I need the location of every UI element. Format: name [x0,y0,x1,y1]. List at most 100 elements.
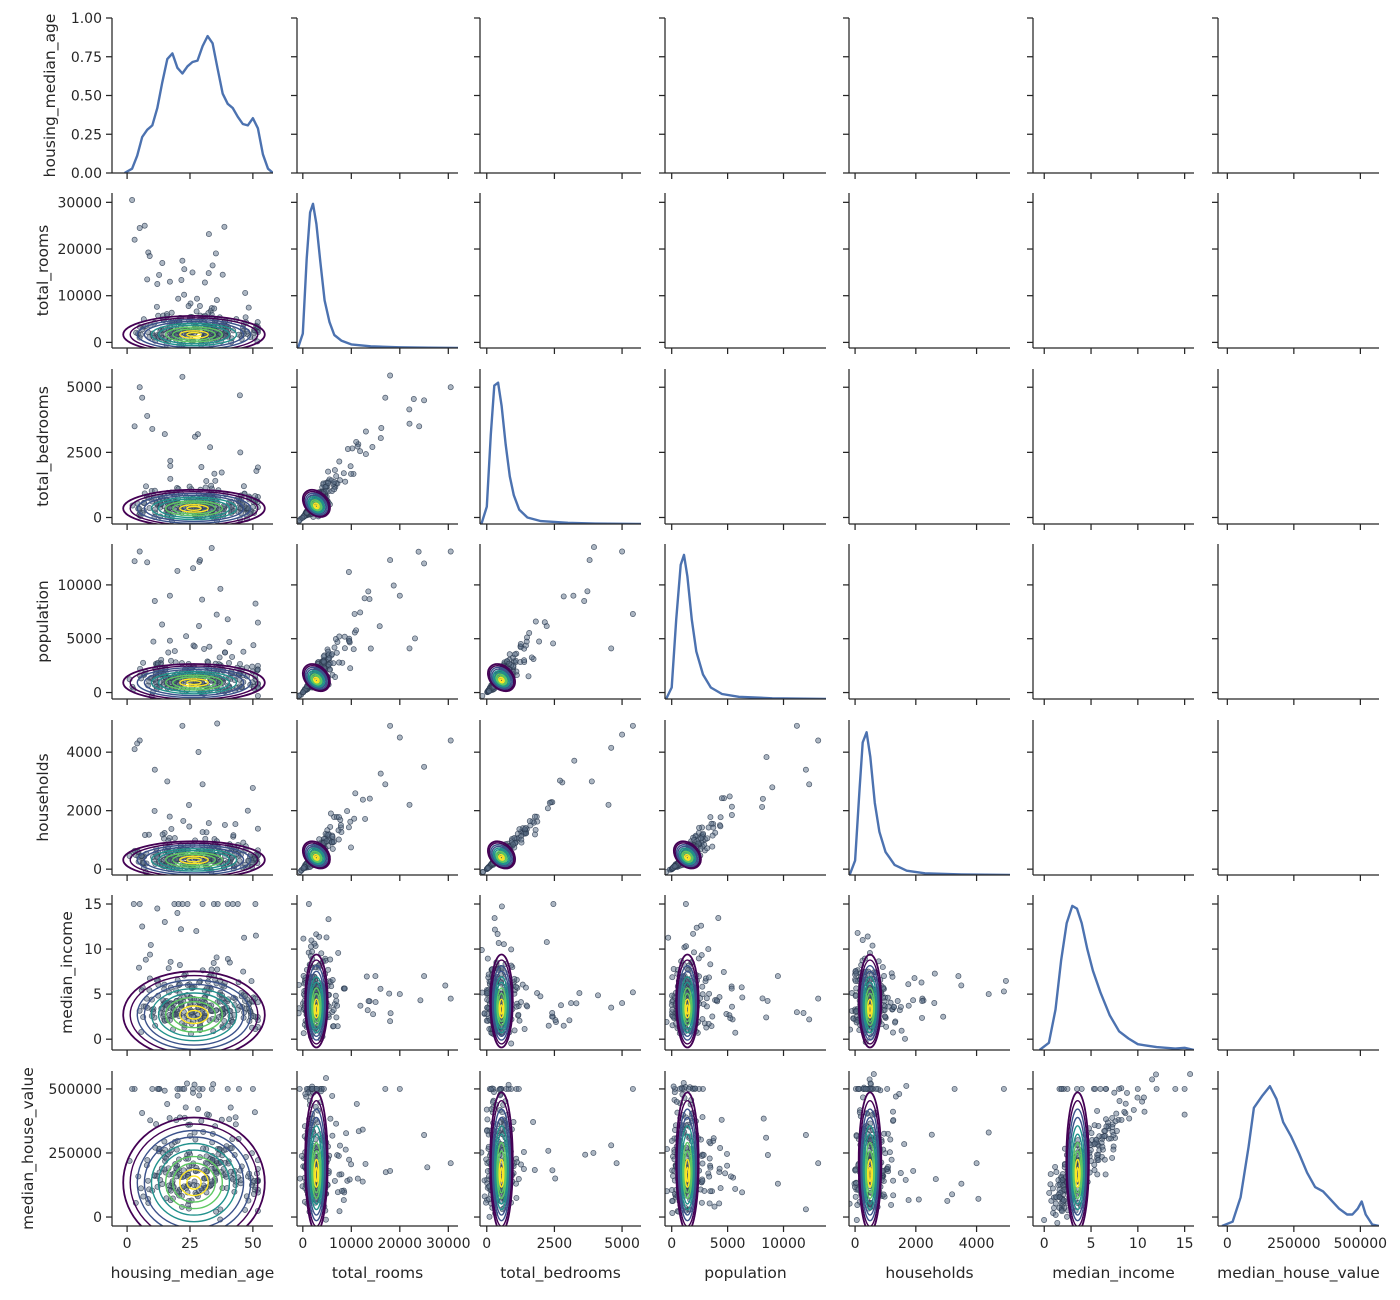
scatter-point [165,649,172,656]
scatter-point [249,1085,256,1092]
scatter-point [362,451,369,458]
scatter-point [591,544,597,551]
scatter-point [629,611,636,617]
scatter-point [515,1011,522,1018]
contour-level [314,504,319,509]
scatter-point [365,588,372,595]
contour-level [122,1116,266,1226]
contour-level [487,840,516,870]
scatter-point [167,475,174,482]
contour-level [489,953,514,1049]
scatter-point [333,649,340,656]
panel-households-vs-median_income [1027,720,1194,881]
scatter-point [244,807,251,814]
contour-level [679,976,695,1034]
scatter-point [300,1030,307,1037]
scatter-point [550,640,557,647]
scatter-point [140,1193,147,1200]
contour-level [683,992,692,1023]
scatter-point [250,642,257,649]
scatter-point [536,638,543,645]
scatter-point [332,992,339,999]
scatter-point [331,478,338,485]
panel-total_rooms-vs-median_house_value [1212,193,1379,354]
scatter-point [881,1013,888,1020]
kde-contours [672,840,702,870]
kde-line-total_bedrooms [480,381,641,524]
scatter-point [300,973,307,979]
contour-level [179,855,209,865]
contour-level [122,663,266,699]
scatter-point [199,1085,206,1092]
scatter-point [720,969,727,975]
scatter-point [300,935,307,942]
scatter-point [484,990,491,997]
contour-level [306,965,327,1041]
scatter-point [806,1016,813,1023]
scatter-point [728,812,735,818]
scatter-point [709,1013,716,1020]
scatter-point [331,467,338,474]
scatter-point [180,817,187,824]
scatter-point [558,1002,564,1009]
contour-level [677,965,698,1041]
scatter-point [176,962,183,968]
scatter-points [130,901,261,1037]
scatter-point [335,949,342,956]
scatter-point [793,722,800,729]
scatter-point [196,303,203,309]
contour-level [495,673,508,686]
y-tick-label: 1.00 [71,11,102,27]
scatter-point [195,1106,201,1112]
y-tick-label: 0.50 [71,89,102,105]
scatter-point [484,1004,491,1011]
scatter-point [342,478,349,485]
scatter-point [189,269,196,276]
contour-level [136,492,252,524]
scatter-point [236,392,243,399]
scatter-point [242,314,249,321]
scatter-point [550,901,557,907]
panel-population-vs-total_bedrooms [474,544,641,705]
contour-level [304,492,328,516]
scatter-point [130,901,137,907]
scatter-point [330,838,337,845]
scatter-point [793,1009,800,1016]
scatter-point [212,250,219,257]
scatter-point [396,592,403,599]
contour-level [499,678,504,683]
contour-level [304,844,328,868]
scatter-point [336,814,342,821]
contour-level [157,992,231,1038]
scatter-point [194,863,201,870]
contour-level [308,976,324,1034]
scatter-point [300,865,307,872]
scatter-point [348,470,354,477]
scatter-point [498,903,505,910]
kde-contours [301,488,331,518]
scatter-point [227,1104,234,1111]
contour-level [171,502,216,515]
contour-level [307,847,326,866]
panel-households-vs-total_rooms [291,720,458,881]
y-tick-label: 0 [93,510,102,526]
scatter-point [226,660,232,666]
contour-level [122,970,266,1050]
contour-level [179,330,209,339]
scatter-point [136,901,143,907]
x-tick-label: 0 [123,1236,132,1252]
contour-level [150,496,238,521]
scatter-point [396,991,403,998]
scatter-point [237,449,244,456]
scatter-point [387,722,394,729]
scatter-point [728,803,735,810]
contour-level [310,850,323,863]
scatter-point [511,1027,518,1034]
scatter-point [518,999,524,1006]
contour-level [171,853,216,867]
scatter-point [518,836,525,843]
scatter-point [854,929,861,936]
scatter-point [709,832,716,839]
y-tick-label: 500000 [49,1082,102,1098]
